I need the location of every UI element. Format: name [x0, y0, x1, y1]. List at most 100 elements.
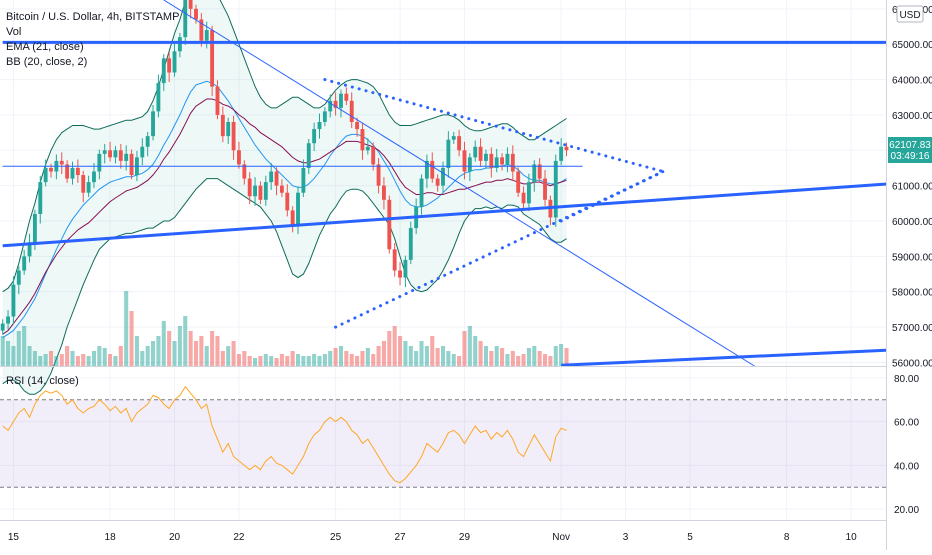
volume-bar-43	[231, 341, 236, 366]
symbol-title[interactable]: Bitcoin / U.S. Dollar, 4h, BITSTAMP	[6, 11, 180, 23]
candle-52	[279, 179, 284, 197]
currency-badge[interactable]	[896, 5, 924, 23]
ema-legend[interactable]: EMA (21, close)	[6, 41, 84, 53]
volume-bar-56	[301, 356, 306, 366]
candle-90	[484, 149, 488, 169]
volume-bar-37	[199, 336, 204, 366]
time-tick-9: 5	[687, 532, 693, 543]
volume-bar-20	[108, 354, 113, 366]
candle-51	[274, 167, 279, 196]
candle-42	[226, 117, 231, 144]
volume-bar-14	[75, 356, 80, 366]
candle-body-29	[156, 83, 161, 112]
candle-body-20	[108, 150, 113, 158]
candle-body-48	[258, 185, 263, 200]
volume-bar-51	[274, 358, 279, 366]
support-trendline[interactable]	[2, 182, 889, 248]
volume-bar-98	[526, 348, 531, 366]
volume-bar-15	[81, 354, 86, 366]
volume-bar-99	[532, 346, 537, 366]
candle-65	[349, 92, 354, 129]
volume-bar-32	[172, 341, 177, 366]
volume-bar-45	[242, 351, 247, 366]
rsi-legend[interactable]: RSI (14, close)	[6, 375, 79, 387]
candle-61	[328, 94, 333, 118]
candle-24	[129, 149, 134, 180]
candle-73	[392, 242, 397, 277]
candle-body-92	[494, 157, 499, 168]
bb-legend[interactable]: BB (20, close, 2)	[6, 56, 88, 68]
volume-bar-60	[322, 354, 327, 366]
candle-100	[537, 158, 542, 183]
candle-body-65	[349, 100, 354, 122]
vol-legend[interactable]: Vol	[6, 26, 22, 38]
volume-bar-74	[398, 336, 403, 366]
candle-body-12	[65, 164, 70, 179]
candle-44	[237, 141, 241, 169]
candle-body-26	[140, 146, 145, 158]
volume-bar-2	[11, 346, 16, 366]
volume-bar-33	[177, 326, 182, 366]
volume-bar-10	[54, 356, 59, 366]
candle-43	[231, 115, 236, 160]
candle-14	[75, 159, 80, 183]
candle-body-58	[312, 129, 317, 144]
candle-49	[263, 175, 268, 206]
candle-body-62	[333, 100, 338, 108]
candle-body-85	[457, 136, 462, 151]
rsi-axis[interactable]: 80.00 60.00 40.00 20.00	[894, 374, 919, 516]
rsi-tick-1: 60.00	[894, 418, 919, 429]
price-tick-8: 58000.00	[892, 288, 932, 299]
candle-body-5	[27, 242, 32, 257]
candle-66	[355, 117, 360, 137]
candle-64	[344, 87, 349, 106]
trend-drawings[interactable]	[2, 0, 889, 367]
volume-bar-18	[97, 346, 102, 366]
volume-bar-23	[124, 291, 129, 366]
rsi-tick-0: 80.00	[894, 374, 919, 385]
candle-15	[81, 170, 86, 203]
volume-bar-7	[38, 356, 43, 366]
candle-body-11	[59, 160, 64, 165]
candle-body-43	[231, 122, 236, 151]
volume-bar-65	[349, 354, 354, 366]
candle-body-30	[161, 58, 166, 84]
volume-bar-76	[408, 346, 413, 366]
candle-34	[183, 0, 188, 45]
triangle-top-dotted[interactable]	[323, 78, 665, 174]
candle-body-22	[118, 150, 123, 161]
candle-body-95	[510, 153, 515, 172]
candle-86	[462, 141, 467, 180]
volume-bar-31	[167, 331, 172, 366]
rsi-path	[2, 385, 567, 484]
candle-62	[333, 92, 338, 116]
candle-body-21	[113, 150, 118, 158]
candle-body-52	[279, 185, 284, 193]
candle-70	[376, 158, 381, 194]
indicator-lines	[2, 80, 567, 339]
candle-84	[451, 131, 456, 144]
price-tick-7: 59000.00	[892, 252, 932, 263]
candle-20	[108, 141, 113, 162]
triangle-bottom-right-dotted[interactable]	[559, 170, 665, 223]
time-tick-5: 27	[394, 532, 406, 543]
candle-body-66	[355, 122, 360, 130]
volume-bar-58	[312, 354, 317, 366]
candle-body-39	[210, 30, 215, 87]
descending-trendline[interactable]	[163, 0, 755, 367]
volume-bar-30	[161, 321, 166, 366]
candle-11	[59, 152, 64, 174]
lower-support-trendline[interactable]	[561, 348, 889, 367]
candle-22	[118, 143, 123, 169]
volume-bar-26	[140, 351, 145, 366]
volume-bar-75	[403, 341, 408, 366]
time-tick-8: 3	[623, 532, 629, 543]
candle-27	[145, 131, 150, 157]
candle-body-3	[16, 270, 21, 285]
candle-body-33	[177, 37, 182, 52]
time-axis[interactable]: 15 18 20 22 25 27 29 Nov 3 5 8 10	[8, 532, 857, 543]
volume-bar-105	[564, 348, 569, 366]
candle-2	[11, 276, 16, 325]
